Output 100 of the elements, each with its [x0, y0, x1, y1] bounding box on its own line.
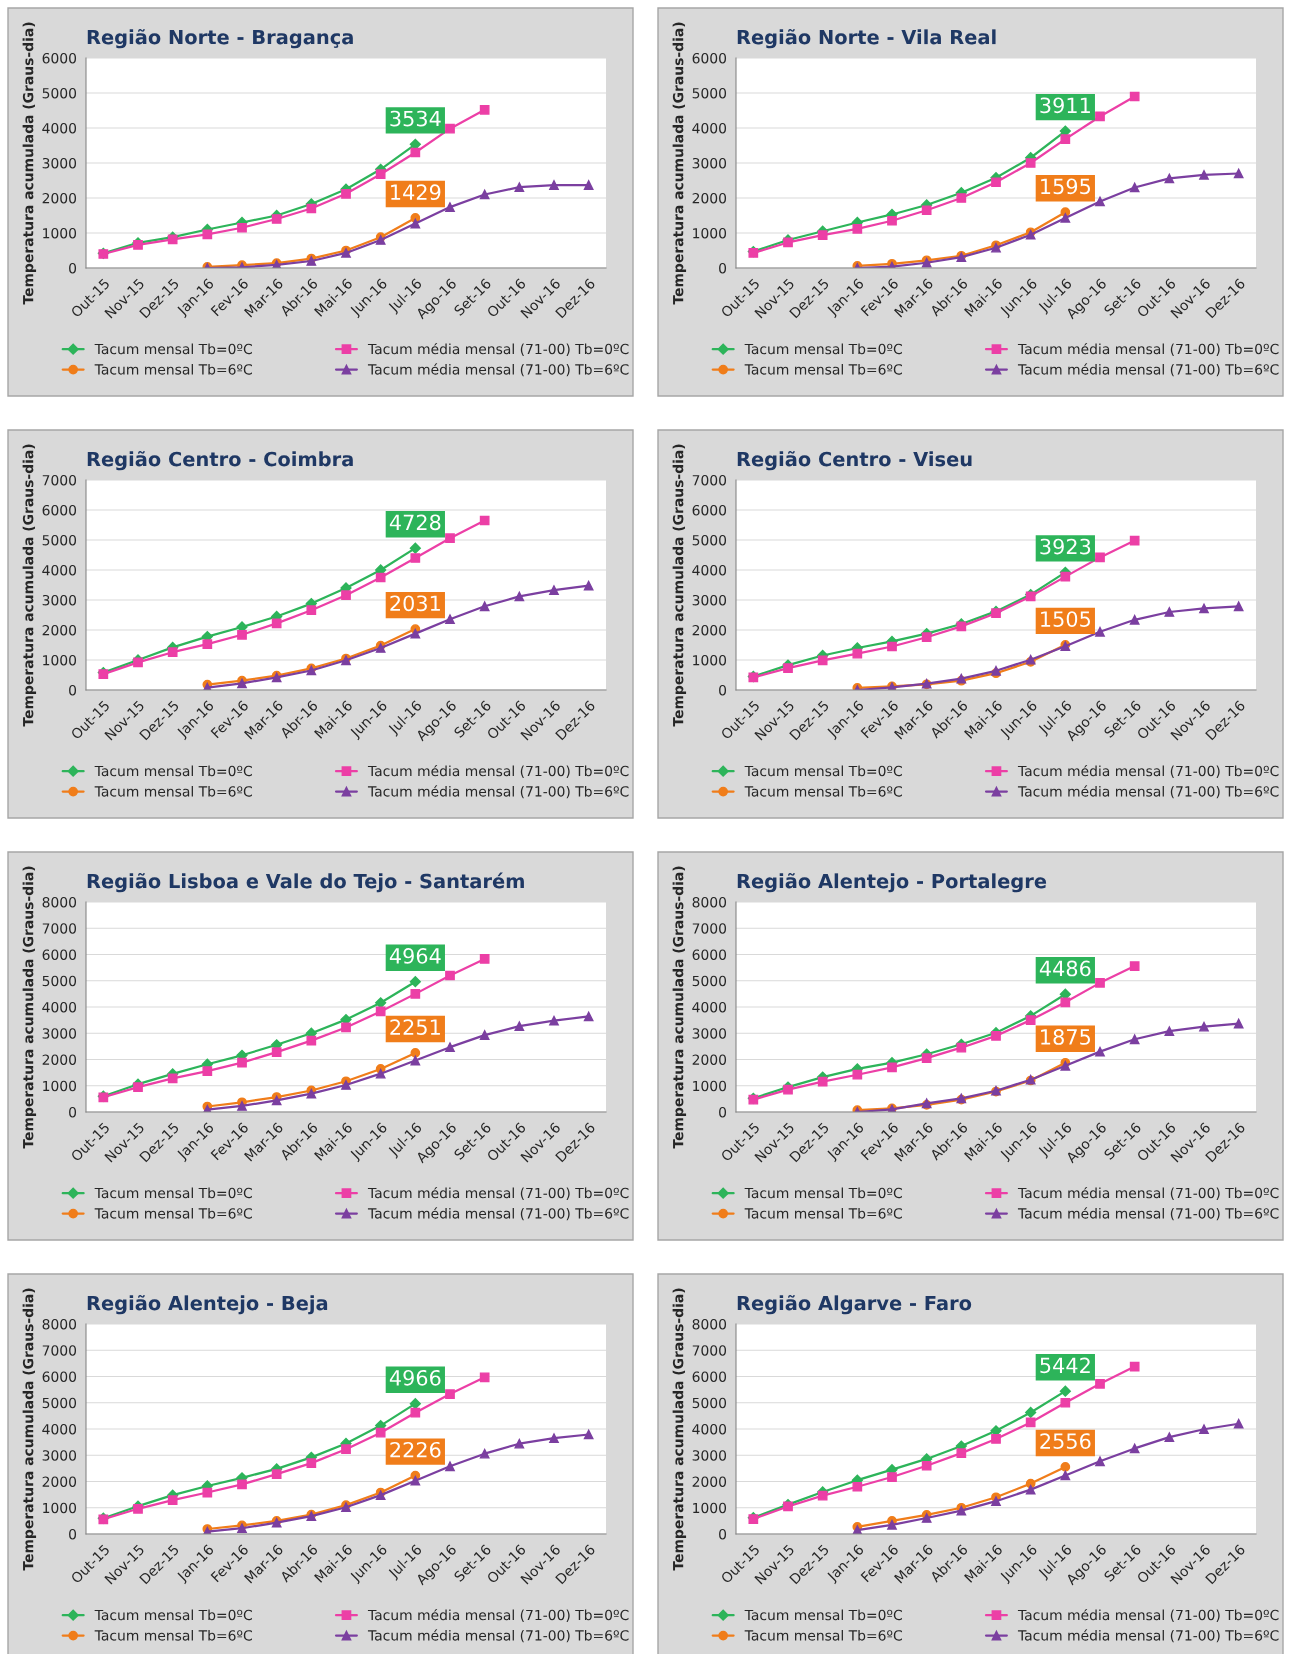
legend-label: Tacum média mensal (71-00) Tb=6ºC — [1017, 1629, 1279, 1643]
data-label: 1505 — [1041, 611, 1091, 627]
y-tick-label: 0 — [69, 262, 77, 274]
y-tick-label: 1000 — [693, 654, 727, 666]
legend-label: Tacum média mensal (71-00) Tb=6ºC — [367, 785, 629, 799]
chart-title: Região Norte - Bragança — [87, 28, 353, 49]
y-tick-label: 0 — [719, 1106, 727, 1118]
y-tick-label: 4000 — [42, 564, 77, 576]
y-axis-title: Temperatura acumulada (Graus-dia) — [672, 444, 687, 727]
y-tick-label: 1000 — [43, 227, 77, 239]
y-tick-label: 8000 — [692, 1318, 727, 1330]
y-tick-label: 5000 — [692, 534, 727, 546]
y-tick-label: 5000 — [692, 1397, 727, 1409]
legend-label: Tacum média mensal (71-00) Tb=6ºC — [1017, 1207, 1279, 1221]
data-label: 3534 — [390, 110, 441, 127]
legend-label: Tacum mensal Tb=0ºC — [744, 765, 902, 777]
y-tick-label: 6000 — [42, 1371, 77, 1382]
y-axis-title: Temperatura acumulada (Graus-dia) — [672, 22, 687, 305]
legend-label: Tacum mensal Tb=0ºC — [744, 1187, 902, 1199]
legend-label: Tacum mensal Tb=6ºC — [94, 363, 252, 375]
legend-label: Tacum mensal Tb=6ºC — [744, 1207, 902, 1219]
data-label: 1595 — [1041, 178, 1091, 195]
data-label: 2031 — [390, 595, 440, 612]
y-tick-label: 3000 — [692, 1450, 727, 1461]
data-label: 2556 — [1040, 1433, 1091, 1449]
legend-label: Tacum mensal Tb=6ºC — [744, 363, 902, 375]
data-label: 5442 — [1040, 1357, 1090, 1374]
legend-label: Tacum média mensal (71-00) Tb=0ºC — [367, 1186, 629, 1200]
y-tick-label: 4000 — [692, 564, 727, 576]
y-tick-label: 4000 — [692, 122, 727, 134]
y-tick-label: 3000 — [42, 594, 77, 606]
legend-label: Tacum mensal Tb=0ºC — [744, 343, 902, 355]
y-tick-label: 6000 — [42, 504, 77, 516]
chart-title: Região Alentejo - Portalegre — [737, 872, 1047, 893]
y-tick-label: 8000 — [692, 896, 727, 908]
legend-label: Tacum mensal Tb=6ºC — [744, 1629, 902, 1641]
y-axis-title: Temperatura acumulada (Graus-dia) — [22, 1288, 37, 1571]
y-tick-label: 3000 — [42, 157, 77, 169]
y-tick-label: 5000 — [692, 975, 727, 987]
legend-label: Tacum mensal Tb=0ºC — [94, 1609, 252, 1621]
y-tick-label: 7000 — [42, 1345, 77, 1356]
chart-title: Região Centro - Viseu — [737, 450, 972, 471]
y-tick-label: 4000 — [692, 1423, 727, 1435]
y-tick-label: 1000 — [693, 227, 727, 239]
legend-label: Tacum mensal Tb=6ºC — [94, 1207, 252, 1219]
y-tick-label: 6000 — [42, 949, 77, 960]
data-label: 4486 — [1039, 960, 1091, 977]
legend-label: Tacum mensal Tb=0ºC — [744, 1609, 902, 1621]
y-axis-title: Temperatura acumulada (Graus-dia) — [22, 444, 37, 727]
y-tick-label: 1000 — [693, 1502, 727, 1514]
legend-label: Tacum média mensal (71-00) Tb=0ºC — [367, 342, 629, 356]
y-tick-label: 3000 — [42, 1028, 77, 1039]
y-tick-label: 2000 — [692, 1054, 727, 1065]
y-axis-title: Temperatura acumulada (Graus-dia) — [672, 866, 687, 1149]
legend-label: Tacum mensal Tb=6ºC — [744, 785, 902, 797]
y-tick-label: 5000 — [42, 534, 77, 546]
y-tick-label: 8000 — [42, 1318, 77, 1330]
legend-label: Tacum média mensal (71-00) Tb=0ºC — [1017, 764, 1279, 778]
legend-label: Tacum média mensal (71-00) Tb=6ºC — [367, 1629, 629, 1643]
y-tick-label: 7000 — [692, 474, 727, 486]
legend-label: Tacum média mensal (71-00) Tb=0ºC — [1017, 1186, 1279, 1200]
chart-title: Região Centro - Coimbra — [87, 450, 353, 471]
y-tick-label: 1000 — [43, 1080, 77, 1092]
y-tick-label: 0 — [69, 1106, 77, 1118]
y-tick-label: 7000 — [42, 923, 77, 934]
legend-label: Tacum média mensal (71-00) Tb=6ºC — [367, 363, 629, 377]
y-tick-label: 7000 — [692, 1345, 727, 1356]
y-tick-label: 3000 — [42, 1450, 77, 1461]
legend-label: Tacum mensal Tb=0ºC — [94, 343, 252, 355]
y-tick-label: 0 — [69, 1528, 77, 1540]
legend-label: Tacum mensal Tb=0ºC — [94, 765, 252, 777]
y-tick-label: 6000 — [692, 504, 727, 516]
y-tick-label: 1000 — [43, 654, 77, 666]
y-tick-label: 2000 — [42, 624, 77, 636]
y-tick-label: 3000 — [692, 1028, 727, 1039]
y-tick-label: 0 — [69, 684, 77, 696]
legend-label: Tacum mensal Tb=6ºC — [94, 1629, 252, 1641]
y-tick-label: 2000 — [42, 1054, 77, 1065]
y-tick-label: 0 — [719, 262, 727, 274]
data-label: 4728 — [389, 514, 441, 531]
y-tick-label: 6000 — [692, 949, 727, 960]
legend-label: Tacum média mensal (71-00) Tb=6ºC — [1017, 785, 1279, 799]
y-tick-label: 2000 — [692, 192, 727, 204]
legend-label: Tacum média mensal (71-00) Tb=0ºC — [367, 1608, 629, 1622]
y-tick-label: 1000 — [43, 1502, 77, 1514]
data-label: 4964 — [389, 948, 441, 964]
y-axis-title: Temperatura acumulada (Graus-dia) — [22, 22, 37, 305]
y-tick-label: 2000 — [42, 1476, 77, 1487]
y-tick-label: 4000 — [42, 1423, 77, 1435]
data-label: 1875 — [1041, 1029, 1091, 1045]
y-tick-label: 4000 — [42, 122, 77, 134]
y-tick-label: 2000 — [692, 1476, 727, 1487]
legend-label: Tacum média mensal (71-00) Tb=0ºC — [1017, 1608, 1279, 1622]
y-tick-label: 3000 — [692, 594, 727, 606]
legend-label: Tacum mensal Tb=0ºC — [94, 1187, 252, 1199]
data-label: 3911 — [1040, 97, 1090, 114]
y-tick-label: 6000 — [692, 1371, 727, 1382]
data-label: 3923 — [1040, 538, 1091, 555]
y-tick-label: 1000 — [693, 1080, 727, 1092]
chart-title: Região Lisboa e Vale do Tejo - Santarém — [87, 872, 524, 893]
